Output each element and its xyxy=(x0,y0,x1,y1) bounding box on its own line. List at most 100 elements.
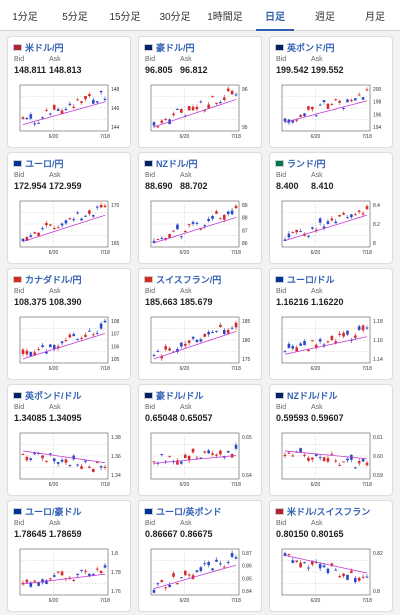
currency-card[interactable]: ランド/円 Bid Ask 8.400 8.410 8.4 8.2 8 6/20 7/18 xyxy=(269,152,393,264)
candlestick-chart[interactable]: 0.87 0.86 0.85 0.84 6/20 7/18 xyxy=(149,547,257,609)
us-flag-icon xyxy=(13,44,22,51)
eu-flag-icon xyxy=(275,276,284,283)
candle-body xyxy=(365,89,369,91)
candlestick-chart[interactable]: 200 198 196 194 6/20 7/18 xyxy=(280,83,388,145)
currency-card[interactable]: 豪ドル/円 Bid Ask 96.805 96.812 96 95 6/20 7/18 xyxy=(138,36,262,148)
candle-body xyxy=(156,583,160,585)
card-title[interactable]: ユーロ/円 xyxy=(13,157,64,170)
card-title[interactable]: NZドル/ドル xyxy=(275,389,338,402)
tab-monthly[interactable]: 月足 xyxy=(365,11,385,23)
candle-body xyxy=(295,119,299,121)
currency-card[interactable]: ユーロ/円 Bid Ask 172.954 172.959 170 165 6/20 7/18 xyxy=(7,152,131,264)
card-title[interactable]: 英ポンド/円 xyxy=(275,41,335,54)
candlestick-chart[interactable]: 0.82 0.8 6/20 7/18 xyxy=(280,547,388,609)
candlestick-chart[interactable]: 89 88 87 86 6/20 7/18 xyxy=(149,199,257,261)
candlestick-chart[interactable]: 1.38 1.36 1.34 6/20 7/18 xyxy=(18,431,126,493)
tab-1min[interactable]: 1分足 xyxy=(12,11,38,23)
currency-card[interactable]: 英ポンド/円 Bid Ask 199.542 199.552 200 198 196 194 6/… xyxy=(269,36,393,148)
moving-average-line xyxy=(153,564,237,589)
candle-body xyxy=(37,582,40,586)
card-title[interactable]: スイスフラン/円 xyxy=(144,273,221,286)
candlestick-chart[interactable]: 185 180 175 6/20 7/18 xyxy=(149,315,257,377)
candlestick-chart[interactable]: 1.18 1.16 1.14 6/20 7/18 xyxy=(280,315,388,377)
card-title[interactable]: NZドル/円 xyxy=(144,157,198,170)
candlestick-chart[interactable]: 0.65 0.64 6/20 7/18 xyxy=(149,431,257,493)
currency-card[interactable]: ユーロ/英ポンド Bid Ask 0.86667 0.86675 0.87 0.86 0.85… xyxy=(138,500,262,612)
candle-body xyxy=(84,334,87,337)
y-tick-label: 1.78 xyxy=(111,570,121,576)
currency-card[interactable]: ユーロ/ドル Bid Ask 1.16216 1.16220 1.18 1.16 1.14 6/… xyxy=(269,268,393,380)
candlestick-chart[interactable]: 148 146 144 6/20 7/18 xyxy=(18,83,126,145)
candle-body xyxy=(334,569,338,571)
tab-weekly[interactable]: 週足 xyxy=(315,11,335,23)
currency-card[interactable]: NZドル/ドル Bid Ask 0.59593 0.59607 0.61 0.60 0.59 6… xyxy=(269,384,393,496)
x-tick-label: 7/18 xyxy=(231,482,241,488)
tab-5min[interactable]: 5分足 xyxy=(62,11,88,23)
candle-body xyxy=(60,459,64,462)
bid-value: 148.811 xyxy=(14,65,47,75)
candle-body xyxy=(311,106,314,110)
eu-flag-icon xyxy=(13,508,22,515)
candle-body xyxy=(88,210,91,214)
tab-30min[interactable]: 30分足 xyxy=(159,11,191,23)
candlestick-chart[interactable]: 0.61 0.60 0.59 6/20 7/18 xyxy=(280,431,388,493)
candle-body xyxy=(307,349,310,352)
x-tick-label: 7/18 xyxy=(100,134,110,140)
card-title[interactable]: ユーロ/英ポンド xyxy=(144,505,222,518)
card-title[interactable]: カナダドル/円 xyxy=(13,273,82,286)
currency-card[interactable]: ユーロ/豪ドル Bid Ask 1.78645 1.78659 1.8 1.78 1.76 6/… xyxy=(7,500,131,612)
price-labels: Bid Ask xyxy=(145,520,225,527)
card-title[interactable]: 英ポンド/ドル xyxy=(13,389,82,402)
candlestick-chart[interactable]: 1.8 1.78 1.76 6/20 7/18 xyxy=(18,547,126,609)
candle-body xyxy=(187,340,191,344)
candle-body xyxy=(219,450,222,455)
y-tick-label: 95 xyxy=(242,125,248,131)
currency-card[interactable]: 英ポンド/ドル Bid Ask 1.34085 1.34095 1.38 1.36 1.34 6… xyxy=(7,384,131,496)
currency-card[interactable]: 米ドル/スイスフラン Bid Ask 0.80150 0.80165 0.82 0.8 6/2… xyxy=(269,500,393,612)
candlestick-chart[interactable]: 96 95 6/20 7/18 xyxy=(149,83,257,145)
candle-body xyxy=(72,219,76,221)
card-title[interactable]: ランド/円 xyxy=(275,157,326,170)
candle-body xyxy=(299,562,302,568)
candle-body xyxy=(346,330,349,335)
card-title[interactable]: ユーロ/豪ドル xyxy=(13,505,82,518)
candlestick-chart[interactable]: 108 107 106 105 6/20 7/18 xyxy=(18,315,126,377)
currency-card[interactable]: NZドル/円 Bid Ask 88.690 88.702 89 88 87 86 6/20 7/18 xyxy=(138,152,262,264)
candle-body xyxy=(365,327,369,329)
card-title[interactable]: 豪ドル/円 xyxy=(144,41,195,54)
x-tick-label: 7/18 xyxy=(362,134,372,140)
moving-average-line xyxy=(153,217,237,244)
ask-label: Ask xyxy=(311,288,323,295)
card-title[interactable]: 米ドル/スイスフラン xyxy=(275,505,370,518)
tab-1hour[interactable]: 1時間足 xyxy=(207,11,243,23)
x-tick-label: 6/20 xyxy=(311,366,321,372)
candle-body xyxy=(156,238,160,240)
currency-card[interactable]: カナダドル/円 Bid Ask 108.375 108.390 108 107 106 105 6… xyxy=(7,268,131,380)
candlestick-chart[interactable]: 170 165 6/20 7/18 xyxy=(18,199,126,261)
candle-body xyxy=(342,573,345,577)
currency-card[interactable]: スイスフラン/円 Bid Ask 185.663 185.679 185 180 175 6/2… xyxy=(138,268,262,380)
candle-body xyxy=(91,574,95,576)
candle-body xyxy=(326,458,330,462)
candle-body xyxy=(291,455,295,457)
tab-15min[interactable]: 15分足 xyxy=(109,11,141,23)
card-title[interactable]: ユーロ/ドル xyxy=(275,273,335,286)
candle-body xyxy=(203,110,207,112)
card-title[interactable]: 米ドル/円 xyxy=(13,41,64,54)
bid-value: 1.78645 xyxy=(14,529,47,539)
candle-body xyxy=(60,110,64,115)
card-title[interactable]: 豪ドル/ドル xyxy=(144,389,204,402)
candle-body xyxy=(52,458,56,462)
y-tick-label: 0.85 xyxy=(242,576,252,582)
candle-body xyxy=(68,103,72,106)
currency-card[interactable]: 米ドル/円 Bid Ask 148.811 148.813 148 146 144 6/20 7/… xyxy=(7,36,131,148)
candlestick-chart[interactable]: 8.4 8.2 8 6/20 7/18 xyxy=(280,199,388,261)
tab-daily[interactable]: 日足 xyxy=(250,0,300,31)
candle-body xyxy=(330,218,334,221)
bid-value: 0.65048 xyxy=(145,413,178,423)
candle-body xyxy=(318,104,322,106)
currency-card[interactable]: 豪ドル/ドル Bid Ask 0.65048 0.65057 0.65 0.64 6/20 7/… xyxy=(138,384,262,496)
y-tick-label: 198 xyxy=(373,100,382,106)
candle-body xyxy=(207,450,210,454)
bid-label: Bid xyxy=(276,56,287,63)
